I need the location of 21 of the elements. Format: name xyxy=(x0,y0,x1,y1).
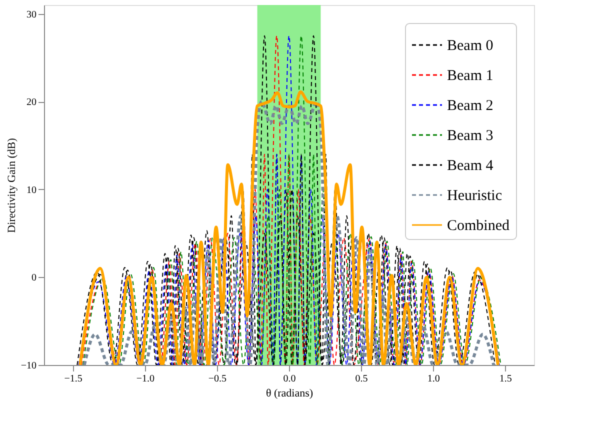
x-tick-label: 0.5 xyxy=(355,374,368,384)
legend-label: Beam 4 xyxy=(447,158,494,174)
legend-label: Beam 0 xyxy=(447,38,494,54)
y-tick-label: 10 xyxy=(26,184,36,196)
x-tick-label: −1.0 xyxy=(136,374,154,384)
x-tick-label: 1.5 xyxy=(499,374,512,384)
legend-label: Beam 3 xyxy=(447,128,494,144)
x-tick-label: −0.5 xyxy=(208,374,227,384)
y-axis-title: Directivity Gain (dB) xyxy=(6,138,18,233)
legend-label: Heuristic xyxy=(447,188,502,204)
y-tick-label: −10 xyxy=(20,360,36,372)
legend-label: Combined xyxy=(447,218,510,234)
y-tick-label: 0 xyxy=(32,272,36,284)
x-tick-label: 0.0 xyxy=(283,374,296,384)
x-tick-label: −1.5 xyxy=(64,374,82,384)
legend-label: Beam 2 xyxy=(447,98,494,114)
x-tick-label: 1.0 xyxy=(427,374,440,384)
legend-label: Beam 1 xyxy=(447,68,494,84)
y-tick-label: 20 xyxy=(26,97,36,108)
y-tick-label: 30 xyxy=(26,9,36,20)
x-axis-title: θ (radians) xyxy=(266,388,314,400)
